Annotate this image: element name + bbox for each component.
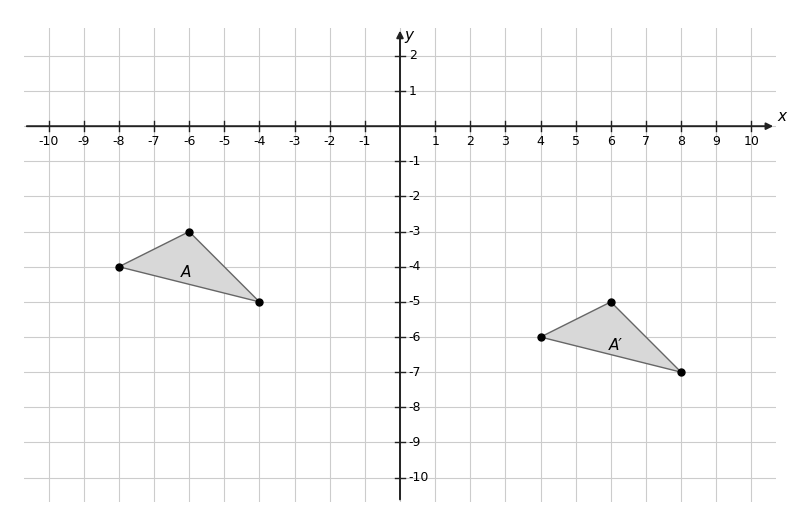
Text: x: x: [778, 109, 786, 125]
Polygon shape: [541, 302, 681, 372]
Text: 1: 1: [409, 85, 417, 98]
Text: -1: -1: [409, 155, 421, 168]
Text: y: y: [404, 28, 414, 43]
Text: -6: -6: [183, 135, 195, 148]
Text: -9: -9: [78, 135, 90, 148]
Text: 5: 5: [572, 135, 580, 148]
Text: -2: -2: [323, 135, 336, 148]
Text: -10: -10: [409, 471, 429, 484]
Text: 8: 8: [677, 135, 685, 148]
Text: 10: 10: [743, 135, 759, 148]
Text: 3: 3: [502, 135, 510, 148]
Text: -5: -5: [218, 135, 230, 148]
Text: -7: -7: [148, 135, 160, 148]
Text: 1: 1: [431, 135, 439, 148]
Text: -4: -4: [409, 260, 421, 273]
Text: -2: -2: [409, 190, 421, 203]
Polygon shape: [119, 232, 259, 302]
Text: -8: -8: [113, 135, 125, 148]
Text: -5: -5: [409, 295, 422, 308]
Text: -10: -10: [38, 135, 58, 148]
Text: -1: -1: [358, 135, 371, 148]
Text: -7: -7: [409, 366, 422, 378]
Text: A: A: [181, 264, 191, 279]
Text: -3: -3: [409, 225, 421, 238]
Text: 6: 6: [607, 135, 614, 148]
Text: -9: -9: [409, 436, 421, 449]
Text: 9: 9: [712, 135, 720, 148]
Text: -8: -8: [409, 401, 422, 414]
Text: -3: -3: [288, 135, 301, 148]
Text: A′: A′: [609, 338, 623, 354]
Text: 2: 2: [466, 135, 474, 148]
Text: 2: 2: [409, 49, 417, 63]
Text: 4: 4: [537, 135, 545, 148]
Text: 7: 7: [642, 135, 650, 148]
Text: -6: -6: [409, 331, 421, 343]
Text: -4: -4: [254, 135, 266, 148]
